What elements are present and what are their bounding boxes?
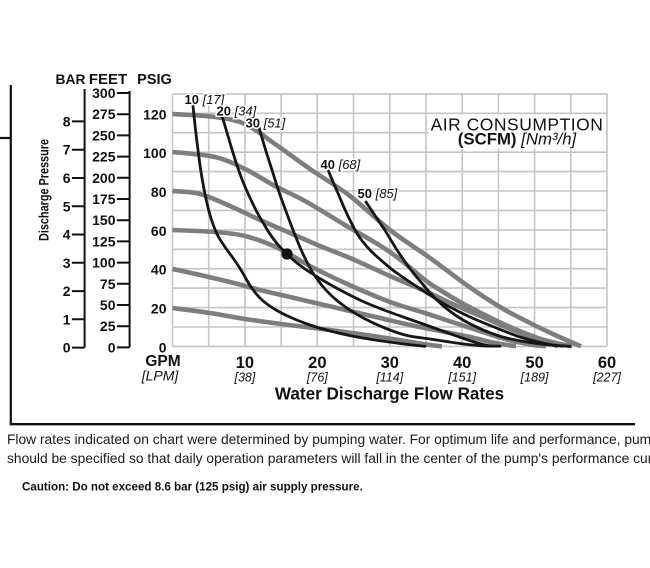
svg-text:60: 60 [151,223,167,239]
svg-text:80: 80 [151,184,167,200]
svg-text:BAR: BAR [56,72,86,87]
svg-text:10 [17]: 10 [17] [185,92,225,107]
svg-text:should be specified so that da: should be specified so that daily operat… [7,451,650,466]
svg-text:250: 250 [92,127,116,143]
svg-text:20: 20 [151,301,167,317]
svg-text:150: 150 [92,212,116,228]
svg-text:40: 40 [151,262,167,278]
svg-text:300: 300 [92,85,116,101]
svg-text:6: 6 [63,170,71,186]
svg-text:200: 200 [92,170,116,186]
svg-text:PSIG: PSIG [137,72,172,88]
svg-text:0: 0 [63,340,71,356]
svg-text:4: 4 [63,227,71,243]
svg-text:75: 75 [100,276,116,292]
svg-text:Flow rates indicated on chart: Flow rates indicated on chart were deter… [7,432,650,447]
svg-text:50 [85]: 50 [85] [358,186,398,201]
svg-text:30 [51]: 30 [51] [246,116,286,131]
svg-text:3: 3 [63,255,71,271]
svg-text:7: 7 [63,142,71,158]
svg-text:60: 60 [598,354,616,372]
svg-text:10: 10 [236,354,254,372]
svg-text:Discharge Pressure: Discharge Pressure [37,139,52,241]
svg-text:40: 40 [453,354,471,372]
svg-text:125: 125 [92,233,116,249]
svg-text:0: 0 [159,339,167,355]
svg-text:275: 275 [92,106,116,122]
svg-text:120: 120 [143,106,167,122]
svg-text:50: 50 [100,297,116,313]
svg-text:FEET: FEET [89,71,127,88]
svg-text:40 [68]: 40 [68] [321,157,361,172]
svg-text:30: 30 [381,354,399,372]
svg-text:1: 1 [63,311,71,327]
svg-text:50: 50 [525,354,543,372]
svg-text:[151]: [151] [447,371,476,385]
svg-text:8: 8 [63,113,71,129]
svg-text:100: 100 [92,255,116,271]
svg-text:[38]: [38] [233,371,255,385]
svg-text:25: 25 [100,318,116,334]
svg-text:[227]: [227] [592,371,621,385]
svg-text:0: 0 [108,339,116,355]
svg-text:[76]: [76] [306,371,328,385]
svg-text:Caution: Do not exceed 8.6 bar: Caution: Do not exceed 8.6 bar (125 psig… [22,481,363,494]
svg-text:[114]: [114] [375,371,403,385]
svg-text:(SCFM) [Nm³/h]: (SCFM) [Nm³/h] [458,130,577,149]
svg-text:[LPM]: [LPM] [141,368,180,384]
svg-text:5: 5 [63,198,71,214]
svg-text:Water Discharge Flow Rates: Water Discharge Flow Rates [275,385,504,404]
svg-text:20: 20 [308,354,326,372]
svg-text:225: 225 [92,149,116,165]
svg-text:AIR CONSUMPTION: AIR CONSUMPTION [431,115,604,135]
svg-text:2: 2 [63,283,71,299]
svg-text:[189]: [189] [520,371,549,385]
svg-text:100: 100 [143,145,167,161]
svg-text:20 [34]: 20 [34] [217,104,257,119]
svg-text:175: 175 [92,191,116,207]
svg-text:GPM: GPM [145,353,180,370]
